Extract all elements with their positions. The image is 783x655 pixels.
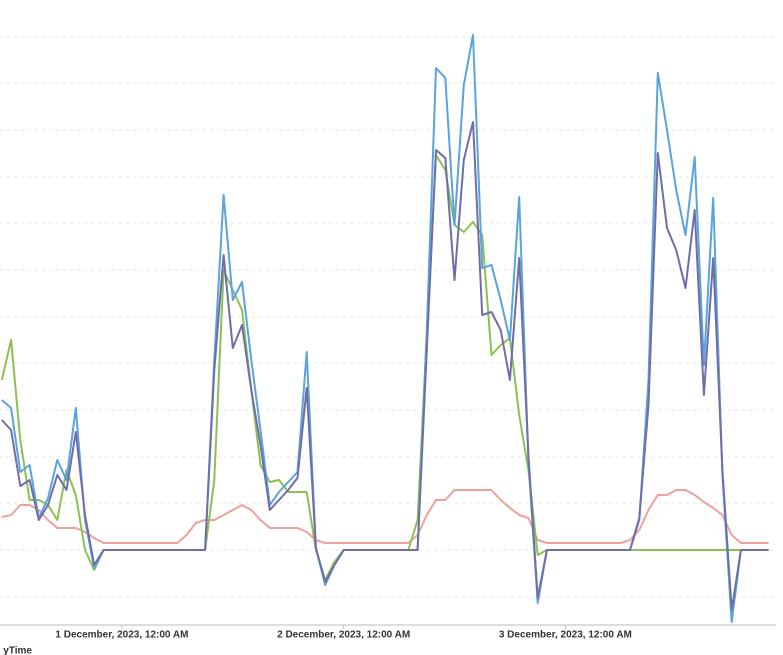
series-line xyxy=(1,121,769,611)
series-line xyxy=(1,489,769,544)
x-tick-label: 1 December, 2023, 12:00 AM xyxy=(55,630,188,641)
x-axis-title: yTime xyxy=(3,646,32,655)
x-tick-label: 3 December, 2023, 12:00 AM xyxy=(499,630,632,641)
x-tick-label: 2 December, 2023, 12:00 AM xyxy=(277,630,410,641)
series-line xyxy=(1,34,769,623)
